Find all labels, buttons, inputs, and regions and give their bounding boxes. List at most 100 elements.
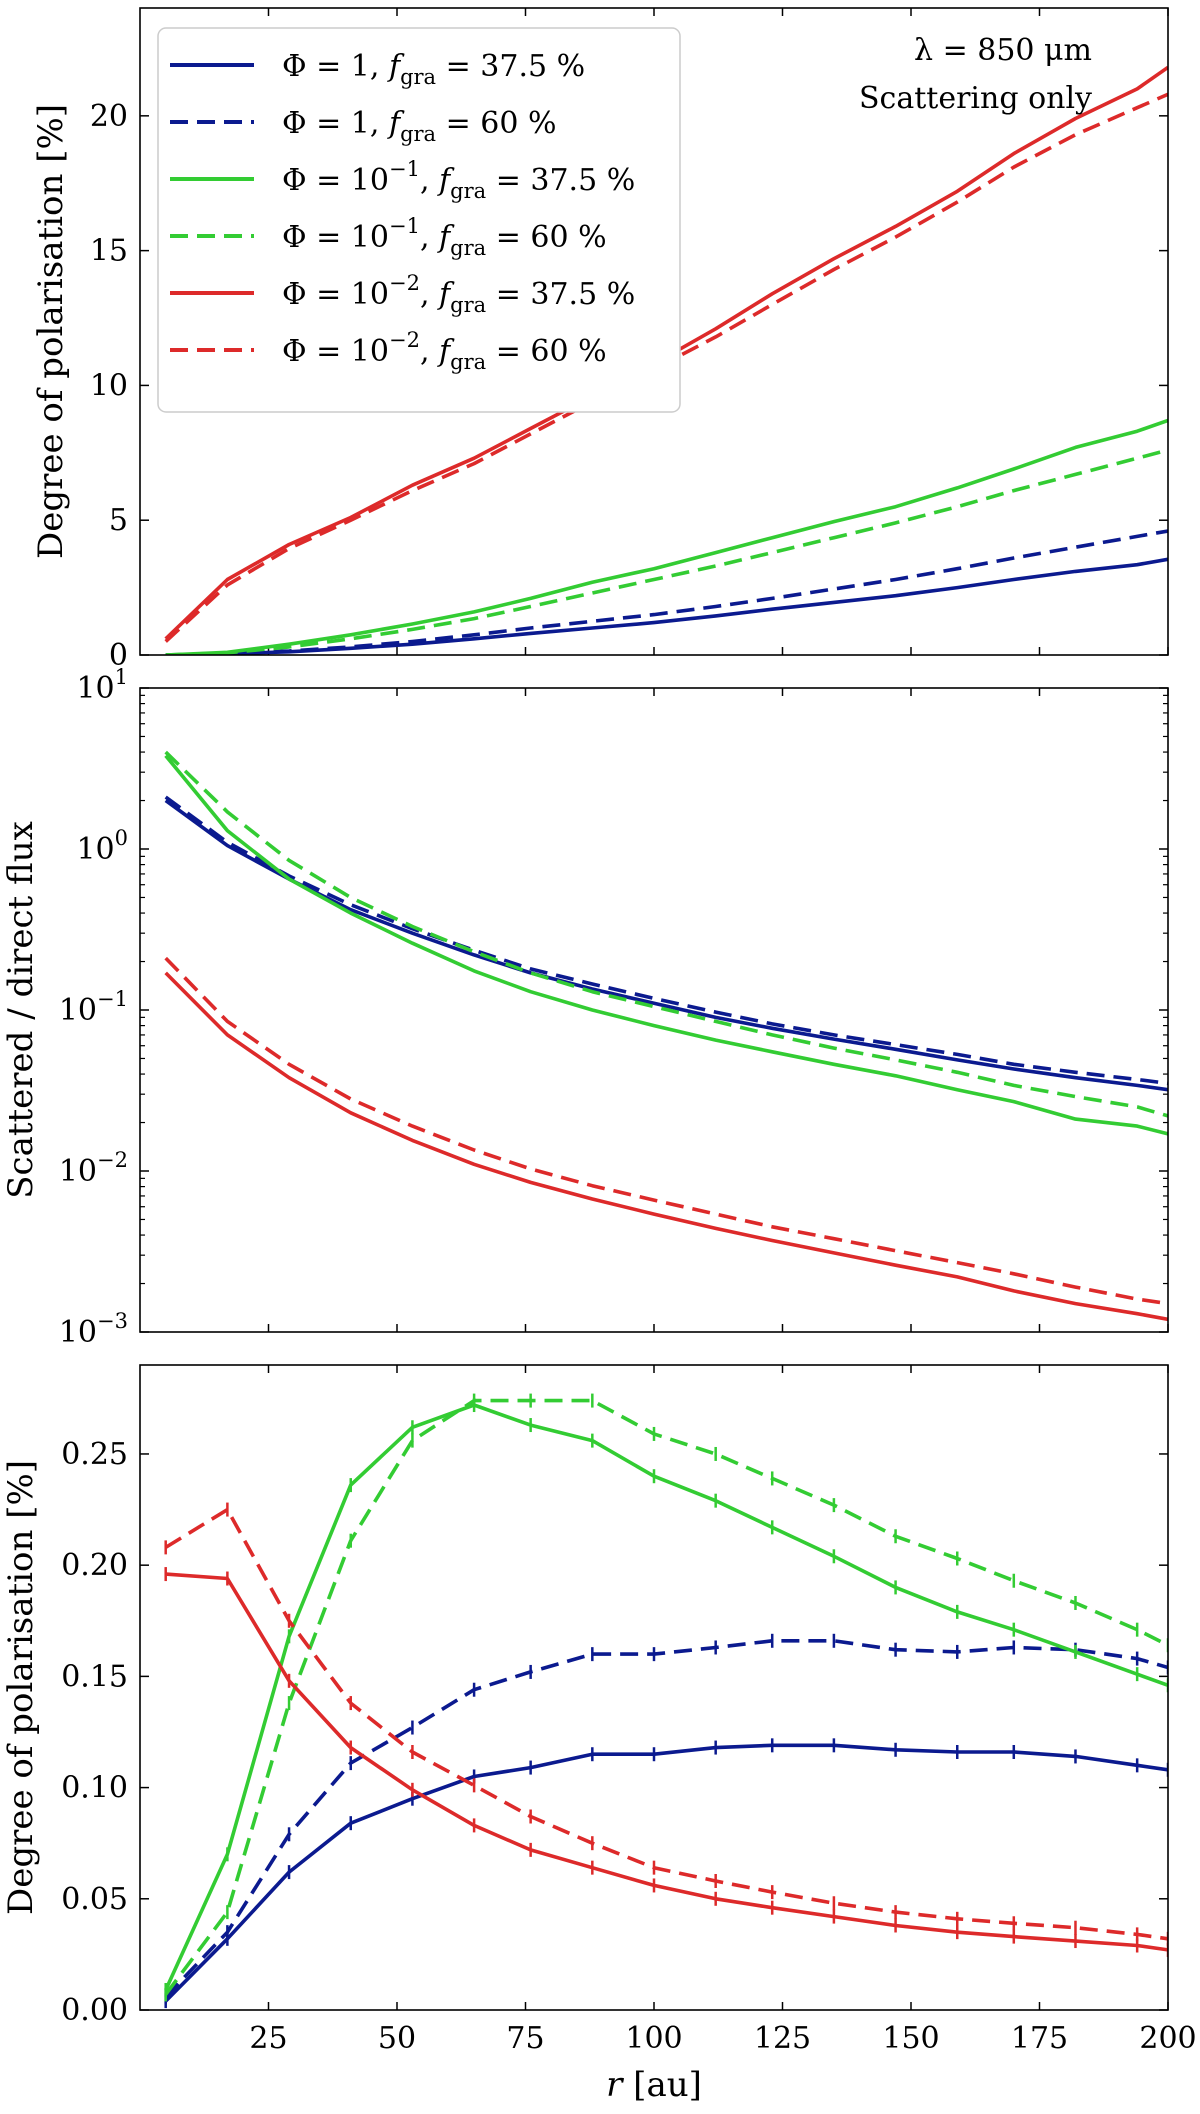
y-tick-label-exponent: 1: [115, 665, 128, 689]
panel-frame: [139, 1364, 1169, 2011]
series-line-red-solid: [164, 971, 1168, 1322]
legend-phi: Φ = 10: [282, 220, 389, 255]
legend-phi: Φ = 10: [282, 163, 389, 198]
legend-entry-label: Φ = 10−2, fgra = 37.5 %: [282, 271, 635, 317]
x-axis-label-unit: [au]: [622, 2065, 702, 2105]
x-tick-label: 50: [378, 2021, 416, 2056]
series-line-blue-dashed: [164, 795, 1168, 1086]
legend-phi: Φ = 1: [282, 49, 370, 84]
annotation-scattering-only: Scattering only: [859, 81, 1092, 116]
legend-entry-label: Φ = 10−1, fgra = 60 %: [282, 214, 607, 260]
panel-frame: [139, 7, 1169, 656]
legend-value: = 60 %: [486, 220, 606, 255]
series-line-green-dashed: [164, 750, 1168, 1118]
panel-bottom: 0.00 0.05 0.10 0.15 0.20 0.25 Degree of polari…: [1, 1364, 1197, 2105]
x-tick-label: 25: [249, 2021, 287, 2056]
x-tick-label: 150: [882, 2021, 939, 2056]
series-line-red-solid: [164, 65, 1168, 641]
y-tick-label: 0.05: [61, 1882, 128, 1917]
series-line-blue-solid: [164, 1743, 1168, 2003]
y-tick-label: 0.15: [61, 1659, 128, 1694]
series-line-green-dashed: [164, 1398, 1168, 1996]
y-tick-label-base: 10: [76, 832, 114, 867]
series-line-red-solid: [165, 1572, 1168, 1952]
annotation-wavelength: λ = 850 μm: [914, 33, 1092, 68]
series-line-blue-dashed: [164, 1639, 1168, 1998]
series-line-green-solid: [165, 418, 1168, 655]
legend-comma: ,: [420, 277, 439, 312]
legend-value: = 37.5 %: [486, 277, 635, 312]
legend-f-subscript: gra: [400, 122, 436, 146]
series-line-red-dashed: [164, 92, 1168, 643]
legend-value: = 60 %: [436, 106, 556, 141]
x-tick-label: 75: [506, 2021, 544, 2056]
y-tick-label-base: 10: [76, 671, 114, 706]
y-tick-label: 20: [90, 99, 128, 134]
y-tick-label: 0.25: [61, 1437, 128, 1472]
panel-data: [164, 750, 1168, 1322]
legend-comma: ,: [420, 220, 439, 255]
y-tick-label-exponent: −1: [97, 987, 128, 1011]
panel-top: 0 5 10 15 20 Degree of polarisation [%] λ = 85…: [31, 7, 1169, 673]
legend-phi: Φ = 1: [282, 106, 370, 141]
x-tick-label: 175: [1011, 2021, 1068, 2056]
panel-data: [164, 1393, 1168, 2009]
legend-phi: Φ = 10: [282, 334, 389, 369]
series-line-blue-dashed: [165, 529, 1168, 655]
x-axis-label: r [au]: [606, 2065, 702, 2105]
x-tick-label: 100: [625, 2021, 682, 2056]
y-tick-label-base: 10: [59, 993, 97, 1028]
y-tick-label: 10−2: [59, 1148, 128, 1189]
legend-f-subscript: gra: [450, 293, 486, 317]
series-line-green-solid: [164, 754, 1168, 1136]
y-tick-label: 10: [90, 368, 128, 403]
y-tick-label: 10−1: [59, 987, 128, 1028]
y-tick-label: 0: [109, 638, 128, 673]
series-line-red-dashed: [164, 1507, 1168, 1941]
y-tick-label-exponent: −2: [97, 1148, 128, 1172]
y-tick-label-exponent: −3: [97, 1309, 128, 1333]
legend-comma: ,: [370, 49, 389, 84]
y-tick-label: 10−3: [59, 1309, 128, 1350]
legend-f-subscript: gra: [400, 65, 436, 89]
legend-phi-exponent: −2: [389, 271, 420, 295]
legend-box: [157, 27, 681, 413]
legend-value: = 37.5 %: [486, 163, 635, 198]
y-tick-label: 101: [76, 665, 128, 706]
legend-value: = 60 %: [486, 334, 606, 369]
x-tick-label: 125: [754, 2021, 811, 2056]
series-line-green-dashed: [165, 448, 1168, 655]
y-axis-label: Scattered / direct flux: [1, 821, 41, 1199]
series-line-red-dashed: [164, 956, 1168, 1306]
y-tick-label: 0.20: [61, 1548, 128, 1583]
legend: Φ = 1, fgra = 37.5 %Φ = 1, fgra = 60 %Φ …: [157, 27, 681, 413]
legend-comma: ,: [370, 106, 389, 141]
series-line-blue-solid: [164, 799, 1168, 1092]
legend-entry-label: Φ = 1, fgra = 37.5 %: [282, 49, 585, 89]
legend-phi-exponent: −1: [389, 214, 420, 238]
y-tick-label: 5: [109, 503, 128, 538]
y-tick-label: 100: [76, 826, 128, 867]
y-axis-label: Degree of polarisation [%]: [31, 104, 71, 559]
legend-phi-exponent: −2: [389, 328, 420, 352]
legend-f-subscript: gra: [450, 179, 486, 203]
panel-data: [164, 65, 1168, 655]
legend-comma: ,: [420, 163, 439, 198]
legend-entry-label: Φ = 1, fgra = 60 %: [282, 106, 557, 146]
legend-value: = 37.5 %: [436, 49, 585, 84]
legend-phi-exponent: −1: [389, 157, 420, 181]
y-tick-label: 0.00: [61, 1993, 128, 2028]
legend-entry-label: Φ = 10−2, fgra = 60 %: [282, 328, 607, 374]
x-axis-label-var: r: [606, 2065, 624, 2105]
x-tick-label: 200: [1139, 2021, 1196, 2056]
y-tick-label-exponent: 0: [115, 826, 128, 850]
y-tick-label-base: 10: [59, 1315, 97, 1350]
legend-f-subscript: gra: [450, 236, 486, 260]
y-tick-label: 0.10: [61, 1771, 128, 1806]
legend-entry-label: Φ = 10−1, fgra = 37.5 %: [282, 157, 635, 203]
legend-f-subscript: gra: [450, 350, 486, 374]
y-axis-label: Degree of polarisation [%]: [1, 1460, 41, 1915]
